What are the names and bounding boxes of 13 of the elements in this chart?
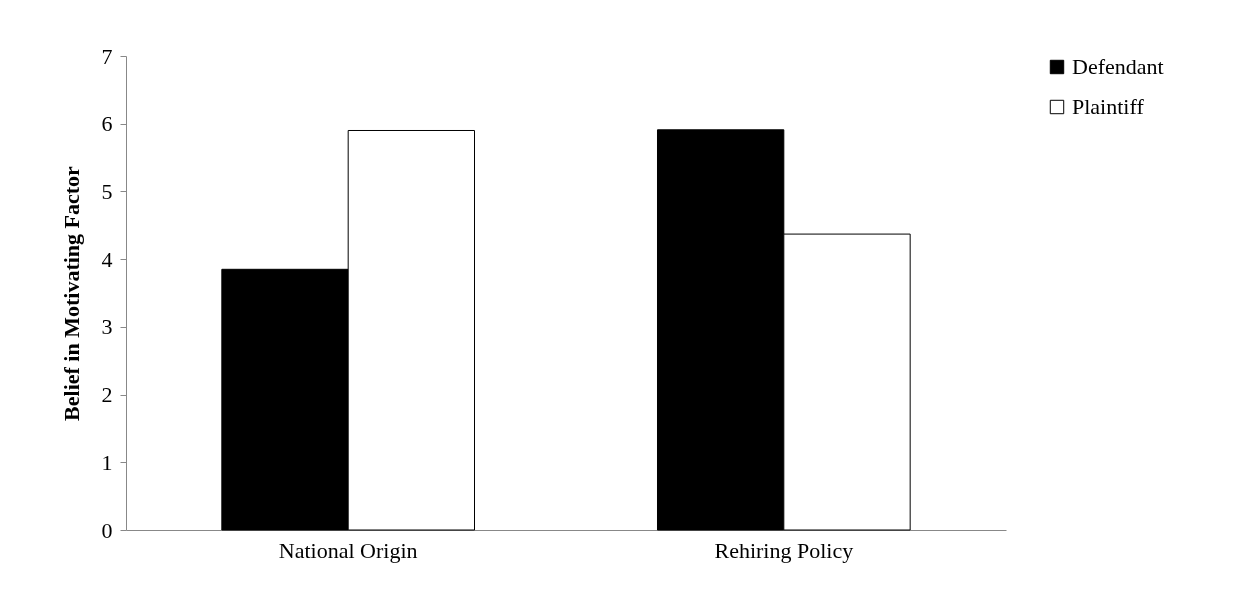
y-tick-label: 7 xyxy=(101,43,113,69)
y-tick-label: 2 xyxy=(101,382,113,408)
legend-label: Plaintiff xyxy=(1072,94,1145,119)
y-tick-label: 4 xyxy=(101,246,113,272)
y-tick-label: 6 xyxy=(101,111,113,137)
y-tick-label: 1 xyxy=(101,449,113,475)
y-tick-label: 0 xyxy=(101,517,113,543)
legend-label: Defendant xyxy=(1072,54,1164,79)
y-tick-label: 5 xyxy=(101,178,113,204)
x-tick-label: Rehiring Policy xyxy=(714,537,854,563)
y-axis-title: Belief in Motivating Factor xyxy=(58,165,84,421)
y-tick-label: 3 xyxy=(101,314,113,340)
x-tick-label: National Origin xyxy=(278,537,418,563)
